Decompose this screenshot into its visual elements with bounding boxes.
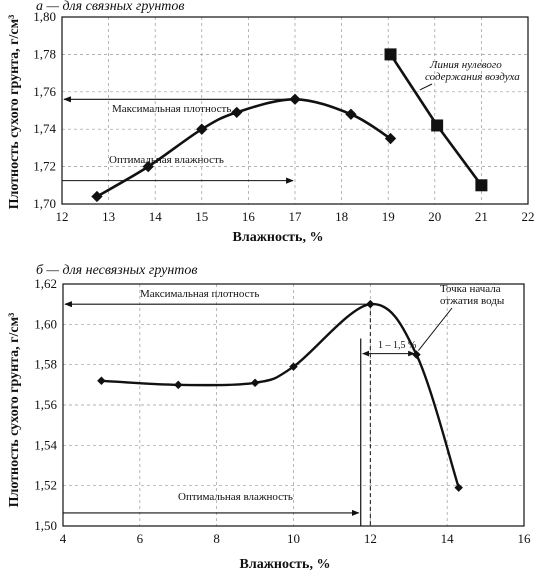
- panel-b-y-tick-label: 1,56: [34, 397, 57, 412]
- panel-b-y-tick-label: 1,62: [34, 276, 57, 291]
- panel-a-zero-air-label-2: содержания воздуха: [425, 71, 520, 83]
- panel-b-x-tick-label: 16: [518, 531, 532, 546]
- panel-a-y-tick-label: 1,72: [33, 159, 56, 174]
- panel-a-marks: [62, 48, 488, 203]
- panel-b-compaction-curve: [101, 302, 460, 489]
- panel-a-title: а — для связных грунтов: [36, 0, 184, 14]
- panel-b-x-tick-label: 12: [364, 531, 377, 546]
- panel-a-data-point: [91, 190, 103, 203]
- panel-a-x-tick-label: 17: [289, 209, 303, 224]
- panel-b-x-tick-label: 4: [60, 531, 67, 546]
- panel-a-xlabel: Влажность, %: [233, 230, 324, 245]
- panel-a-x-tick-label: 20: [428, 209, 441, 224]
- panel-b-y-tick-label: 1,50: [34, 518, 57, 533]
- panel-b-x-tick-label: 6: [137, 531, 144, 546]
- panel-b-axes: 4 6 8 10 12 14 16 1,50 1,52 1,54 1,56 1,58 1,60 1,62: [34, 276, 531, 546]
- panel-a-y-tick-label: 1,78: [33, 46, 56, 61]
- panel-a-y-tick-label: 1,80: [33, 9, 56, 24]
- panel-a-x-tick-label: 19: [382, 209, 395, 224]
- panel-b-plot-frame: [62, 283, 525, 527]
- panel-a-y-tick-label: 1,70: [33, 196, 56, 211]
- panel-b-y-tick-label: 1,52: [34, 478, 57, 493]
- panel-b-opt-moisture-label: Оптимальная влажность: [178, 491, 293, 503]
- panel-b-data-point: [289, 362, 298, 371]
- panel-a-zero-air-leader: [419, 83, 433, 91]
- panel-b-y-tick-label: 1,58: [34, 357, 57, 372]
- panel-b-data-point: [97, 376, 106, 386]
- panel-a-y-tick-label: 1,74: [33, 121, 56, 136]
- panel-b-water-point-label-1: Точка начала: [440, 283, 501, 295]
- panel-b-x-tick-label: 8: [213, 531, 220, 546]
- panel-a-y-tick-label: 1,76: [33, 84, 56, 99]
- panel-a-data-point: [142, 160, 154, 173]
- panel-b-marks: [63, 299, 463, 526]
- panel-a-ylabel: Плотность сухого грунта, г/см³: [7, 15, 22, 210]
- panel-a-zero-air-label-1: Линия нулевого: [429, 59, 502, 71]
- panel-b-ylabel: Плотность сухого грунта, г/см³: [7, 313, 22, 508]
- panel-b-xlabel: Влажность, %: [240, 557, 331, 572]
- panel-a-zero-air-point: [384, 48, 397, 61]
- panel-a-data-point: [384, 132, 397, 145]
- panel-a-x-tick-label: 21: [475, 209, 488, 224]
- panel-b-x-tick-label: 14: [441, 531, 455, 546]
- panel-b-data-point: [412, 350, 421, 359]
- panel-b-y-tick-label: 1,54: [34, 437, 57, 452]
- panel-b-water-point-leader: [418, 307, 453, 351]
- panel-a-zero-air-point: [475, 179, 488, 192]
- panel-b-max-density-label: Максимальная плотность: [140, 288, 259, 300]
- panel-b-x-tick-label: 10: [287, 531, 300, 546]
- panel-b-data-point: [174, 380, 183, 390]
- panel-a-data-point: [345, 108, 357, 120]
- panel-a-x-tick-label: 15: [195, 209, 208, 224]
- panel-a-x-tick-label: 12: [56, 209, 69, 224]
- panel-a-x-tick-label: 16: [242, 209, 256, 224]
- panel-a-plot-frame: [61, 16, 529, 205]
- panel-b-y-tick-label: 1,60: [34, 316, 57, 331]
- panel-b-data-point: [250, 378, 260, 388]
- panel-b-water-point-label-2: отжатия воды: [440, 295, 505, 307]
- panel-a-axes: 12 13 14 15 16 17 18 19 20 21 22 1,70 1,72 1,74 1,76 1,…: [33, 9, 534, 224]
- panel-b-range-label: 1 – 1,5 %: [378, 340, 416, 351]
- panel-a-max-density-label: Максимальная плотность: [112, 103, 231, 115]
- panel-a-x-tick-label: 14: [149, 209, 163, 224]
- panel-a-data-point: [231, 106, 243, 119]
- panel-a-opt-moisture-label: Оптимальная влажность: [109, 154, 224, 166]
- panel-a-x-tick-label: 18: [335, 209, 348, 224]
- panel-b-title: б — для несвязных грунтов: [36, 263, 198, 278]
- panel-b-data-point: [454, 483, 463, 492]
- panel-a-zero-air-point: [431, 119, 444, 132]
- panel-a-x-tick-label: 13: [102, 209, 115, 224]
- panel-a-x-tick-label: 22: [522, 209, 535, 224]
